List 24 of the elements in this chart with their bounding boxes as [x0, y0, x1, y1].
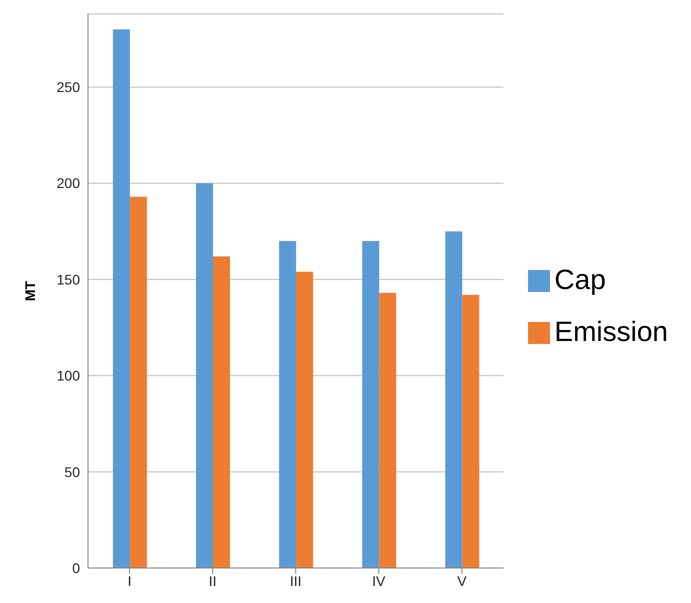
legend-label: Emission: [554, 316, 668, 346]
bar: [445, 231, 462, 568]
y-tick-label: 150: [56, 271, 80, 288]
y-axis-title: MT: [22, 280, 38, 302]
bar: [296, 272, 314, 568]
bar: [462, 294, 480, 568]
bar: [379, 292, 396, 568]
y-tick-label: 50: [64, 464, 80, 480]
x-tick-label: V: [457, 572, 468, 589]
bar: [112, 29, 130, 568]
bar: [279, 240, 296, 568]
y-tick-label: 200: [56, 175, 80, 192]
x-tick-label: I: [128, 572, 132, 589]
x-tick-label: III: [290, 572, 302, 589]
y-tick-label: 250: [56, 79, 80, 96]
y-tick-label: 100: [56, 368, 80, 384]
bar: [130, 196, 147, 568]
bar: [196, 183, 214, 568]
legend-label: Cap: [554, 264, 606, 294]
bar: [213, 256, 230, 568]
x-tick-label: IV: [372, 572, 386, 589]
bar: [362, 240, 380, 568]
y-tick-label: 0: [72, 560, 80, 576]
x-tick-label: II: [208, 572, 217, 589]
